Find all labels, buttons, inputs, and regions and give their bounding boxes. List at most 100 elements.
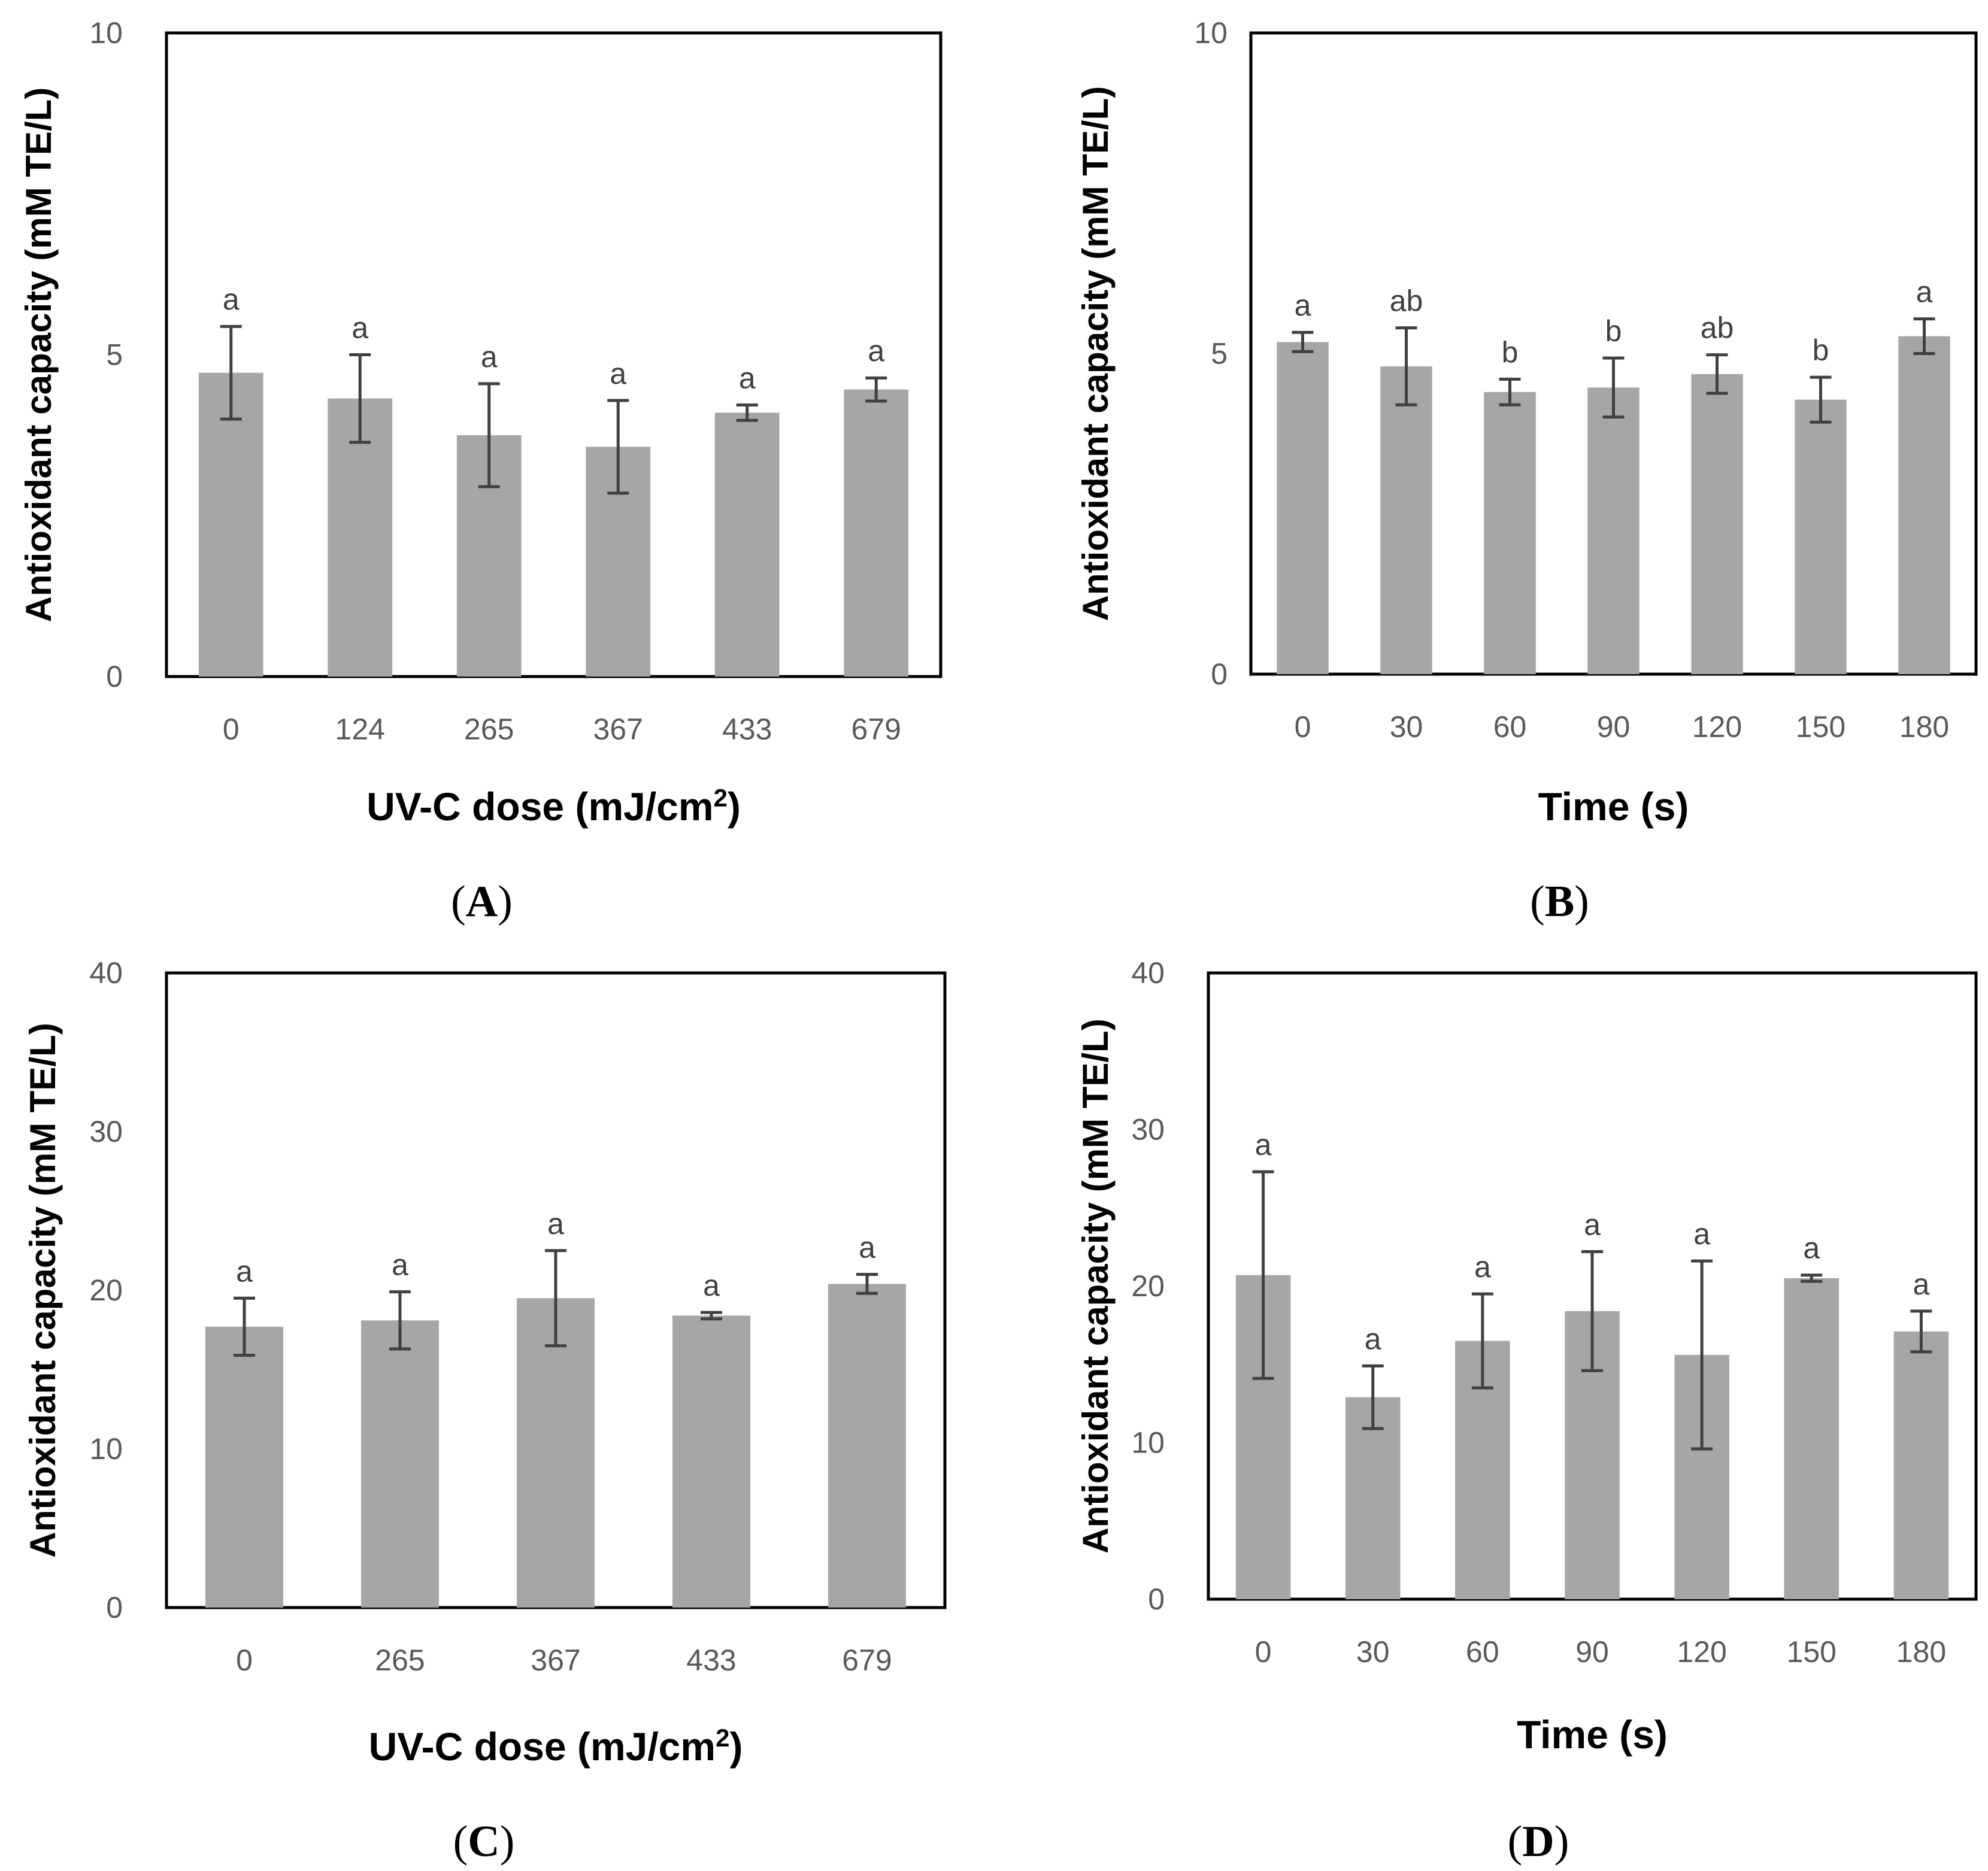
panel-b-significance-letter: ab [1701,311,1734,345]
panel-a-bar [714,413,780,677]
panel-b-significance-letter: b [1605,314,1622,348]
panel-a-bars: a 0 a 124 a 265 a 367 a 433 a 679 [198,283,909,746]
panel-c-x-label-superscript: 2 [716,1724,729,1752]
panel-d-significance-letter: a [1584,1208,1601,1241]
panel-b-significance-letter: a [1916,275,1933,309]
panel-c-y-ticks: 0 10 20 30 40 [89,956,123,1624]
panel-a-x-label-end: ) [728,784,741,829]
panel-d-x-label-main: Time (s) [1517,1712,1668,1757]
panel-c-significance-letter: a [547,1207,564,1241]
panel-d-x-axis-label: Time (s) [1517,1712,1668,1757]
panel-b-x-tick-label: 30 [1390,710,1423,744]
panel-d-x-tick-label: 0 [1255,1635,1272,1669]
panel-c-significance-letter: a [392,1248,408,1282]
panel-b-chart: a 0 ab 30 b 60 b 90 ab 120 b 150 a 180 0 5 10 Antioxida… [1075,16,1978,926]
panel-d-y-tick-label: 20 [1131,1269,1165,1303]
panel-a-bar [328,398,393,677]
panel-d-significance-letter: a [1803,1232,1820,1265]
panel-a-x-tick-label: 679 [851,712,901,746]
panel-c-y-tick-label: 10 [89,1432,123,1466]
panel-a-x-tick-label: 0 [223,712,240,746]
panel-c-y-tick-label: 40 [89,956,123,990]
panel-b-significance-letter: b [1502,335,1519,369]
panel-c-bars: a 0 a 265 a 367 a 433 a 679 [205,1207,906,1677]
panel-b-bar [1898,336,1950,674]
panel-a-x-label-main: UV-C dose (mJ/cm [366,784,714,829]
panel-b-y-ticks: 0 5 10 [1194,16,1228,691]
panel-b-x-label-main: Time (s) [1538,784,1689,829]
panel-c-bar [361,1320,439,1608]
panel-b-x-tick-label: 150 [1796,710,1845,744]
panel-c-x-tick-label: 367 [531,1643,580,1677]
panel-b-y-axis-label: Antioxidant capacity (mM TE/L) [1075,86,1116,621]
panel-c-significance-letter: a [236,1254,253,1288]
panel-d-significance-letter: a [1693,1217,1710,1251]
panel-c-chart: a 0 a 265 a 367 a 433 a 679 0 10 20 30 40 Antioxidant… [23,956,947,1866]
panel-d-significance-letter: a [1913,1267,1930,1301]
panel-d-y-tick-label: 0 [1148,1582,1165,1616]
panel-d-significance-letter: a [1255,1128,1272,1162]
panel-d-x-tick-label: 90 [1575,1635,1609,1669]
panel-b-x-tick-label: 120 [1692,710,1742,744]
panel-d-chart: a 0 a 30 a 60 a 90 a 120 a 150 a 180 0 10 20 30 40 Antiox… [1075,956,1978,1866]
panel-d-caption: (D) [1508,1817,1569,1866]
panel-c-bar [828,1284,906,1608]
panel-b-caption: (B) [1530,877,1589,926]
panel-b-x-tick-label: 0 [1295,710,1311,744]
panel-d-y-tick-label: 10 [1131,1426,1165,1460]
panel-b-bars: a 0 ab 30 b 60 b 90 ab 120 b 150 a 180 [1277,275,1950,744]
panel-c-caption: (C) [453,1817,515,1866]
panel-b-bar [1484,392,1536,674]
panel-a-y-tick-label: 5 [106,338,123,372]
panel-b-x-tick-label: 90 [1597,710,1631,744]
panel-a-x-tick-label: 367 [593,712,643,746]
panel-a-significance-letter: a [351,311,368,345]
panel-b-y-tick-label: 10 [1194,16,1228,50]
panel-d-bars: a 0 a 30 a 60 a 90 a 120 a 150 a 180 [1235,1128,1949,1669]
panel-a-x-tick-label: 433 [722,712,772,746]
panel-b-bar [1587,387,1640,674]
panel-b-bar [1691,374,1743,674]
panel-c-x-tick-label: 0 [236,1643,253,1677]
panel-d-x-tick-label: 150 [1787,1635,1837,1669]
panel-d-y-tick-label: 30 [1131,1113,1165,1147]
panel-d-significance-letter: a [1365,1322,1381,1356]
panel-c-x-tick-label: 433 [686,1643,736,1677]
panel-d-x-tick-label: 180 [1896,1635,1946,1669]
panel-c-significance-letter: a [703,1269,720,1302]
panel-c-bar [205,1326,283,1608]
panel-a-significance-letter: a [868,334,884,368]
panel-a-y-tick-label: 0 [106,660,123,693]
panel-a-y-ticks: 0 5 10 [89,16,123,693]
panel-b-bar [1795,399,1847,674]
panel-a-significance-letter: a [223,283,240,316]
panel-a-caption-letter: A [466,877,498,926]
panel-a-bar [844,389,909,677]
panel-d-caption-letter: D [1522,1817,1554,1866]
panel-c-x-axis-label: UV-C dose (mJ/cm2) [369,1724,743,1769]
panel-a-plot-frame [165,31,943,678]
panel-a-x-label-superscript: 2 [714,784,728,812]
panel-b-bar [1277,342,1329,674]
panel-c-y-axis-label: Antioxidant capacity (mM TE/L) [23,1023,63,1557]
panel-a-y-axis-label: Antioxidant capacity (mM TE/L) [19,87,59,622]
panel-c-x-label-main: UV-C dose (mJ/cm [369,1724,716,1769]
panel-b-y-tick-label: 5 [1211,337,1228,371]
panel-b-y-tick-label: 0 [1211,657,1228,691]
panel-a-significance-letter: a [610,357,626,390]
panel-c-significance-letter: a [859,1231,875,1264]
panel-d-x-tick-label: 60 [1466,1635,1499,1669]
panel-d-x-tick-label: 30 [1356,1635,1390,1669]
panel-b-x-tick-label: 180 [1899,710,1949,744]
panel-b-bar [1380,366,1432,674]
panel-b-x-axis-label: Time (s) [1538,784,1689,829]
panel-a-x-tick-label: 124 [335,712,385,746]
panel-a-x-tick-label: 265 [464,712,514,746]
panel-d-bar [1345,1397,1401,1599]
panel-c-y-tick-label: 20 [89,1273,123,1307]
panel-d-bar [1784,1278,1839,1599]
panel-b-significance-letter: b [1813,333,1829,367]
panel-c-x-label-end: ) [729,1724,743,1769]
panel-a-caption: (A) [451,877,513,926]
panel-a-x-axis-label: UV-C dose (mJ/cm2) [366,784,741,829]
